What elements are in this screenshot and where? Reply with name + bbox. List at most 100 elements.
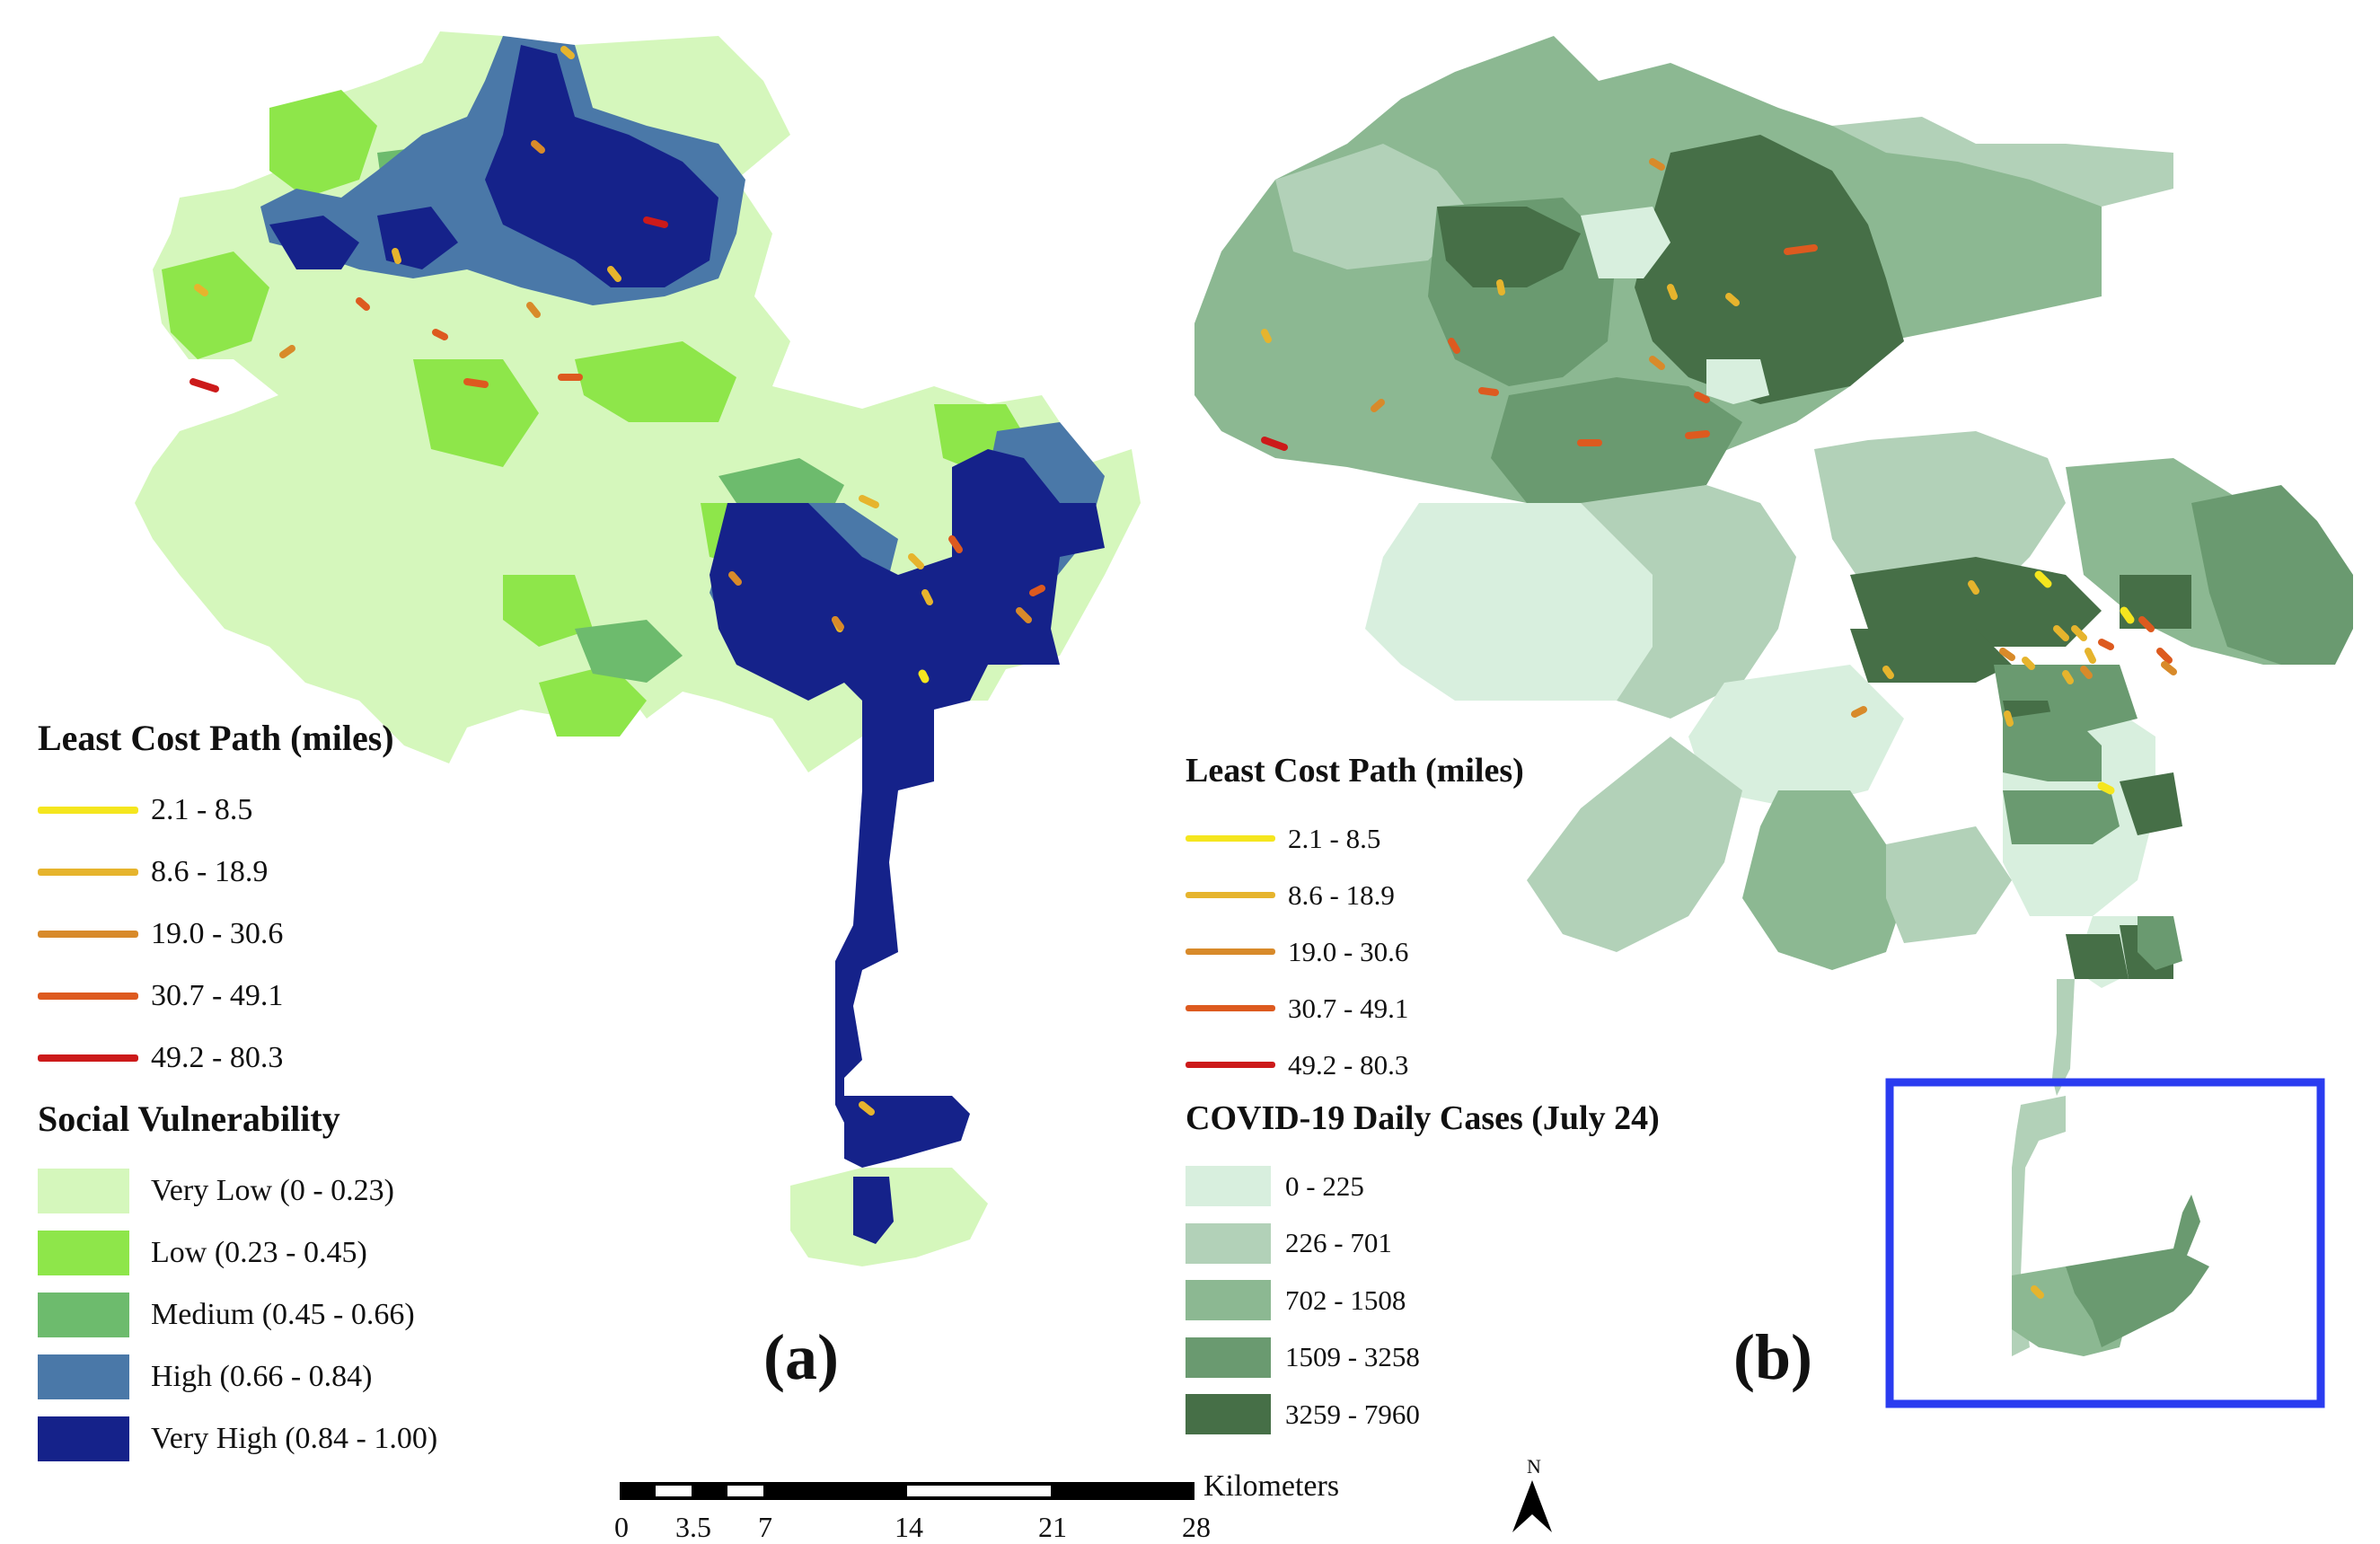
path-mark — [2031, 1285, 2044, 1299]
legend-a-path-label: 49.2 - 80.3 — [151, 1040, 284, 1074]
path-line-swatch — [38, 806, 138, 814]
legend-b-path-label: 49.2 - 80.3 — [1288, 1048, 1409, 1081]
path-mark — [832, 616, 844, 631]
color-swatch — [38, 1168, 129, 1213]
color-swatch — [1186, 1394, 1271, 1435]
map-a-low-patch — [539, 665, 647, 737]
map-a-low-patch — [575, 341, 736, 422]
map-b-region — [2066, 934, 2129, 979]
legend-a-vuln-item: Medium (0.45 - 0.66) — [38, 1284, 437, 1345]
map-b-region — [2173, 1195, 2200, 1266]
path-mark — [279, 345, 295, 358]
color-swatch — [1186, 1166, 1271, 1207]
map-b-region — [1365, 503, 1653, 701]
path-mark — [1496, 279, 1505, 296]
path-mark — [2138, 616, 2155, 632]
legend-b-cases-item: 226 - 701 — [1186, 1215, 1660, 1273]
legend-a-path-item: 19.0 - 30.6 — [38, 903, 437, 965]
legend-b-path-item: 19.0 - 30.6 — [1186, 923, 1660, 980]
path-mark — [2120, 606, 2135, 624]
scale-bar-segment — [656, 1482, 692, 1500]
panel-b-label: (b) — [1733, 1321, 1812, 1393]
legend-a-path-label: 30.7 - 49.1 — [151, 978, 284, 1012]
legend-a-vuln-list: Very Low (0 - 0.23) Low (0.23 - 0.45) Me… — [38, 1160, 437, 1469]
path-line-swatch — [1186, 948, 1275, 955]
path-mark — [1968, 580, 1979, 595]
path-mark — [1029, 585, 1045, 596]
path-line-swatch — [38, 992, 138, 1000]
path-mark — [2098, 639, 2114, 650]
map-a-medium-patch — [575, 620, 683, 683]
scale-bar-segment — [727, 1482, 763, 1500]
north-label: N — [1527, 1455, 1541, 1478]
legend-b-cases-list: 0 - 225 226 - 701 702 - 1508 1509 - 3258… — [1186, 1158, 1660, 1443]
path-mark — [432, 329, 448, 340]
map-b-region — [2066, 1248, 2209, 1347]
path-mark — [2097, 781, 2115, 795]
legend-a-path-label: 2.1 - 8.5 — [151, 792, 253, 826]
highlight-box — [1885, 1078, 2325, 1408]
path-mark — [1784, 244, 1818, 255]
path-mark — [1478, 387, 1499, 396]
path-mark — [728, 571, 742, 586]
path-mark — [908, 553, 924, 569]
color-swatch — [38, 1354, 129, 1399]
map-b-region — [2003, 710, 2102, 781]
legend-b-cases-item: 3259 - 7960 — [1186, 1386, 1660, 1443]
path-mark — [190, 378, 219, 393]
path-mark — [1999, 648, 2015, 661]
path-mark — [526, 302, 541, 318]
path-mark — [392, 248, 401, 264]
legend-b-cases-item: 1509 - 3258 — [1186, 1329, 1660, 1387]
color-swatch — [38, 1416, 129, 1461]
scale-tick-label: 28 — [1182, 1511, 1211, 1543]
path-mark — [1649, 158, 1665, 171]
path-mark — [1882, 666, 1894, 679]
north-arrow-icon — [1512, 1480, 1552, 1532]
path-mark — [921, 589, 933, 605]
legend-b-path-label: 8.6 - 18.9 — [1288, 878, 1395, 911]
color-swatch — [38, 1230, 129, 1275]
legend-a-path-item: 30.7 - 49.1 — [38, 965, 437, 1027]
legend-b-path-label: 19.0 - 30.6 — [1288, 935, 1409, 967]
path-mark — [859, 495, 879, 508]
map-a-low-patch — [413, 359, 539, 467]
map-b-path-marks — [1261, 158, 2177, 1299]
path-mark — [463, 378, 489, 388]
legend-b-path-list: 2.1 - 8.5 8.6 - 18.9 19.0 - 30.6 30.7 - … — [1186, 810, 1660, 1093]
color-swatch — [38, 1292, 129, 1337]
legend-a-vuln-item: Low (0.23 - 0.45) — [38, 1222, 437, 1284]
legend-b-cases-item: 702 - 1508 — [1186, 1272, 1660, 1329]
map-a-south-region — [853, 1177, 894, 1244]
path-mark — [2034, 570, 2052, 588]
map-b — [1194, 36, 2353, 1408]
scale-tick-label: 7 — [758, 1511, 772, 1543]
path-mark — [2071, 625, 2087, 641]
path-mark — [2022, 657, 2035, 670]
path-mark — [2062, 670, 2074, 684]
map-b-region — [2120, 772, 2182, 835]
path-mark — [859, 1101, 875, 1116]
path-mark — [1725, 293, 1740, 306]
scale-tick-label: 21 — [1038, 1511, 1067, 1543]
path-mark — [2080, 666, 2093, 679]
map-b-region — [2191, 485, 2353, 665]
path-mark — [1685, 430, 1710, 439]
path-line-swatch — [1186, 835, 1275, 842]
map-b-region — [2012, 1096, 2066, 1356]
path-mark — [643, 216, 668, 228]
path-mark — [1261, 329, 1272, 343]
scale-bar-segment — [907, 1482, 1051, 1500]
map-b-region — [1688, 665, 1904, 808]
map-b-region — [2052, 979, 2075, 1096]
color-swatch — [1186, 1337, 1271, 1378]
path-mark — [2161, 661, 2177, 675]
path-mark — [948, 535, 963, 553]
legend-a-vuln-label: High (0.66 - 0.84) — [151, 1359, 373, 1393]
path-line-swatch — [38, 868, 138, 876]
path-line-swatch — [38, 930, 138, 938]
legend-a: Least Cost Path (miles) 2.1 - 8.5 8.6 - … — [38, 717, 437, 1469]
color-swatch — [1186, 1280, 1271, 1321]
map-a-low-patch — [162, 251, 269, 359]
path-mark — [1016, 607, 1032, 623]
